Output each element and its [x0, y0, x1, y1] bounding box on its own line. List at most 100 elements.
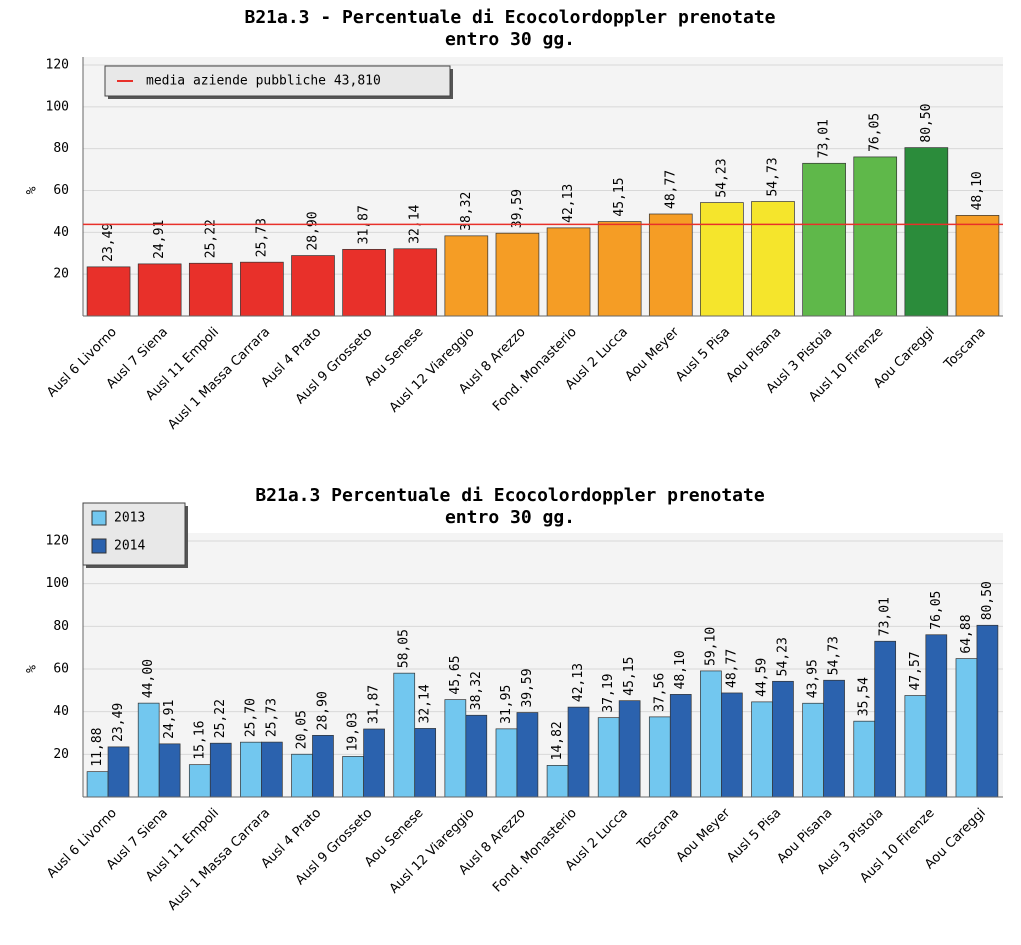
legend-swatch — [91, 510, 107, 526]
x-tick-label: Ausl 6 Livorno — [44, 325, 120, 401]
value-label: 44,59 — [755, 658, 770, 697]
value-label: 48,77 — [724, 649, 739, 688]
value-label: 43,95 — [806, 659, 821, 698]
bar — [209, 742, 232, 798]
x-tick-label: Toscana — [941, 325, 989, 373]
value-label: 80,50 — [980, 581, 995, 620]
x-tick-label: Ausl 6 Livorno — [44, 806, 120, 882]
value-label: 23,49 — [101, 223, 116, 262]
y-axis-label: % — [25, 665, 40, 673]
y-tick-label: 80 — [53, 141, 69, 156]
y-tick-label: 100 — [46, 99, 69, 114]
value-label: 28,90 — [306, 211, 321, 250]
bar — [700, 202, 744, 317]
bar — [597, 221, 642, 317]
bar — [904, 695, 927, 798]
y-tick-label: 120 — [46, 534, 69, 549]
y-tick-label: 40 — [53, 704, 69, 719]
legend-label: 2013 — [114, 511, 145, 526]
value-label: 32,14 — [418, 684, 433, 723]
value-label: 54,73 — [766, 157, 781, 196]
x-tick-label: Ausl 1 Massa Carrara — [165, 325, 273, 433]
bar — [802, 702, 824, 798]
bar — [342, 248, 386, 317]
bar — [618, 700, 641, 798]
value-label: 39,59 — [510, 189, 525, 228]
bar — [955, 658, 978, 798]
value-label: 45,65 — [448, 655, 463, 694]
value-label: 25,73 — [264, 698, 279, 737]
value-label: 48,77 — [663, 170, 678, 209]
bar — [444, 235, 489, 317]
bar — [802, 162, 846, 317]
value-label: 25,22 — [203, 219, 218, 258]
bar — [291, 255, 335, 317]
bar — [648, 213, 693, 317]
value-label: 31,87 — [367, 685, 382, 724]
bar — [567, 706, 590, 798]
value-label: 25,70 — [243, 698, 258, 737]
plot-area — [83, 533, 1003, 797]
value-label: 73,01 — [817, 119, 832, 158]
value-label: 37,56 — [652, 673, 667, 712]
y-tick-label: 20 — [53, 267, 69, 282]
y-tick-label: 60 — [53, 183, 69, 198]
legend-swatch — [91, 538, 107, 554]
bar — [955, 215, 1000, 317]
bar — [976, 624, 999, 798]
value-label: 35,54 — [857, 677, 872, 716]
bar — [188, 262, 233, 317]
value-label: 58,05 — [397, 629, 412, 668]
value-label: 42,13 — [571, 663, 586, 702]
value-label: 48,10 — [970, 171, 985, 210]
bar — [546, 227, 591, 317]
bar — [137, 263, 182, 317]
value-label: 47,57 — [908, 651, 923, 690]
bar — [669, 694, 692, 798]
bar — [853, 156, 898, 317]
value-label: 23,49 — [111, 703, 126, 742]
value-label: 25,22 — [213, 699, 228, 738]
x-tick-label: Toscana — [634, 806, 682, 854]
value-label: 45,15 — [622, 657, 637, 696]
value-label: 76,05 — [929, 591, 944, 630]
chart-title: B21a.3 - Percentuale di Ecocolordoppler … — [244, 7, 775, 28]
y-tick-label: 60 — [53, 662, 69, 677]
bar — [158, 743, 181, 798]
value-label: 38,32 — [459, 192, 474, 231]
bar — [772, 680, 794, 798]
bar — [904, 147, 949, 317]
value-label: 76,05 — [868, 113, 883, 152]
value-label: 28,90 — [315, 691, 330, 730]
y-tick-label: 40 — [53, 225, 69, 240]
bar — [240, 741, 262, 798]
x-tick-label: Ausl 1 Massa Carrara — [165, 806, 273, 914]
legend-label: media aziende pubbliche 43,810 — [146, 74, 381, 89]
chart-title: B21a.3 Percentuale di Ecocolordoppler pr… — [255, 485, 764, 506]
value-label: 24,91 — [152, 220, 167, 259]
bar — [648, 716, 671, 798]
value-label: 73,01 — [878, 597, 893, 636]
value-label: 45,15 — [612, 177, 627, 216]
y-tick-label: 120 — [46, 58, 69, 73]
plot-area — [83, 57, 1003, 316]
bar — [342, 756, 364, 798]
bar — [188, 764, 211, 798]
bar — [414, 728, 437, 798]
value-label: 54,23 — [714, 158, 729, 197]
value-label: 54,73 — [827, 636, 842, 675]
bar — [107, 746, 130, 798]
bar — [823, 679, 845, 798]
legend-label: 2014 — [114, 539, 145, 554]
value-label: 39,59 — [520, 668, 535, 707]
value-label: 42,13 — [561, 184, 576, 223]
value-label: 20,05 — [295, 710, 310, 749]
value-label: 25,73 — [254, 218, 269, 257]
y-axis-label: % — [25, 186, 40, 194]
bar — [546, 765, 569, 798]
bar — [291, 753, 313, 798]
bar — [137, 702, 160, 798]
legend — [104, 65, 451, 97]
value-label: 64,88 — [959, 614, 974, 653]
